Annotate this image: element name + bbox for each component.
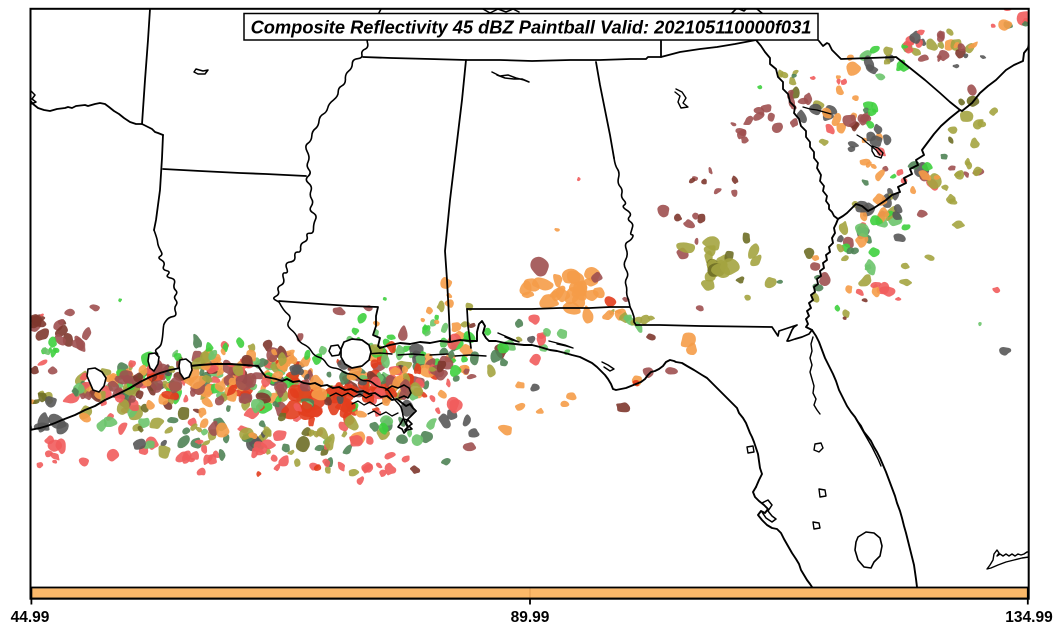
svg-text:Composite Reflectivity 45 dBZ: Composite Reflectivity 45 dBZ Paintball … (251, 17, 812, 38)
svg-text:134.99: 134.99 (1005, 609, 1053, 626)
svg-text:89.99: 89.99 (511, 609, 550, 626)
svg-text:44.99: 44.99 (11, 609, 50, 626)
